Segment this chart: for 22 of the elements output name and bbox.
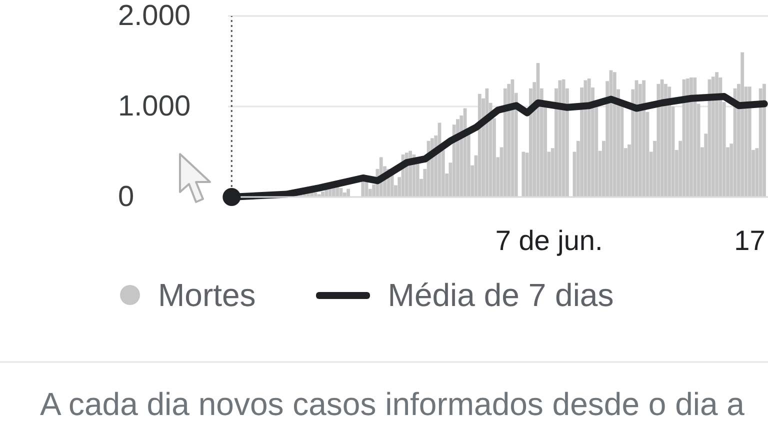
bar [503, 88, 507, 197]
bar [314, 192, 318, 197]
bar [342, 192, 346, 197]
bar [762, 84, 766, 197]
bar [522, 152, 526, 197]
text: A cada dia novos casos informados desde o dia a [40, 386, 744, 422]
y-tick-label: 1.000 [118, 90, 191, 122]
y-tick-label: 2.000 [118, 0, 191, 32]
bar [478, 94, 482, 197]
x-tick-label: 17 [734, 224, 766, 256]
legend-label: Mortes [158, 276, 256, 314]
bar [321, 192, 324, 197]
bar [656, 84, 660, 197]
bar [390, 173, 394, 197]
bar [346, 188, 350, 197]
bar [748, 86, 752, 197]
legend-label: Média de 7 dias [388, 276, 614, 314]
bar [758, 88, 762, 197]
bar [584, 80, 588, 197]
y-tick-label: 0 [118, 181, 134, 213]
x-tick-label: 7 de jun. [495, 224, 603, 256]
bar [587, 78, 591, 197]
